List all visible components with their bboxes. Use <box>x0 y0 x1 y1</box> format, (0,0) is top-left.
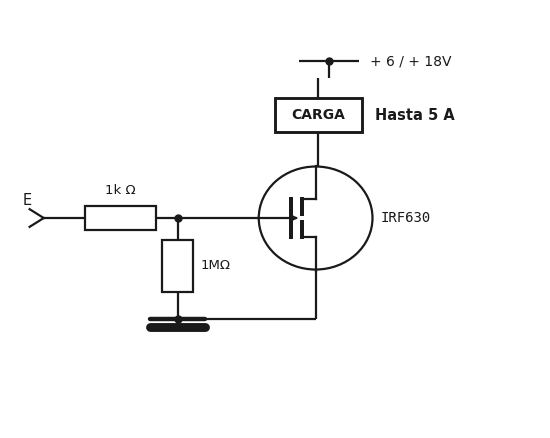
Circle shape <box>258 166 372 269</box>
Bar <box>162 240 192 292</box>
Bar <box>275 98 362 132</box>
Text: 1MΩ: 1MΩ <box>201 259 231 272</box>
Text: CARGA: CARGA <box>292 108 345 122</box>
Text: Hasta 5 A: Hasta 5 A <box>375 107 455 123</box>
Bar <box>85 206 156 230</box>
Text: IRF630: IRF630 <box>381 211 431 225</box>
Text: + 6 / + 18V: + 6 / + 18V <box>370 54 452 68</box>
Text: 1k Ω: 1k Ω <box>105 184 136 197</box>
Text: E: E <box>23 193 32 208</box>
